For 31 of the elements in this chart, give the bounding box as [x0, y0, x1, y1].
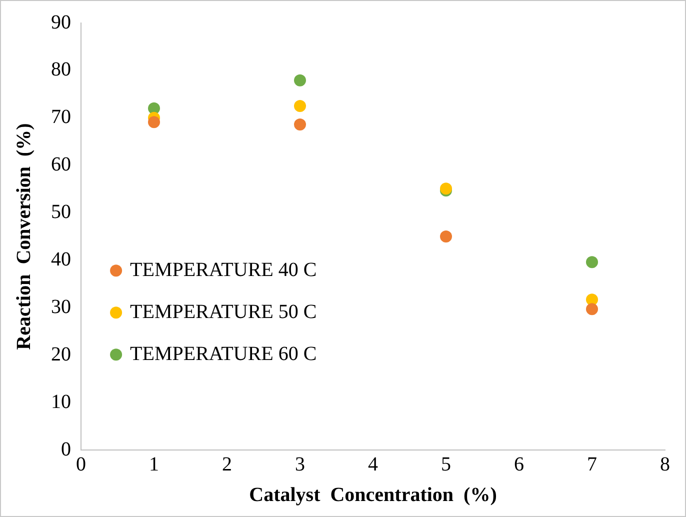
- y-tick-label: 70: [51, 106, 71, 128]
- legend-label: TEMPERATURE 60 C: [130, 342, 317, 365]
- legend-label: TEMPERATURE 50 C: [130, 300, 317, 323]
- x-tick-label: 5: [441, 453, 451, 476]
- point: [586, 303, 598, 316]
- y-tick-label: 10: [51, 390, 71, 413]
- y-tick-label: 40: [51, 248, 71, 270]
- y-tick-label: 80: [51, 58, 71, 81]
- y-tick-label: 50: [51, 201, 71, 224]
- x-tick-label: 4: [368, 453, 378, 476]
- y-axis-title: Reaction Conversion (%): [13, 123, 36, 350]
- point: [586, 256, 598, 268]
- y-tick-label: 20: [51, 343, 71, 366]
- y-tick-label: 60: [51, 154, 71, 176]
- legend-label: TEMPERATURE 40 C: [130, 258, 317, 281]
- point: [148, 116, 160, 128]
- x-tick-label: 8: [660, 453, 670, 476]
- x-tick-label: 1: [149, 453, 159, 476]
- x-tick-label: 6: [514, 453, 524, 476]
- x-tick-label: 3: [295, 453, 305, 476]
- point: [294, 74, 306, 86]
- y-tick-label: 0: [61, 438, 71, 460]
- x-tick-label: 0: [76, 453, 86, 476]
- x-tick-label: 2: [222, 453, 232, 476]
- x-tick-label: 7: [587, 453, 597, 476]
- point: [440, 230, 452, 242]
- y-tick-label: 90: [51, 11, 71, 34]
- y-tick-label: 30: [51, 296, 71, 318]
- point: [294, 118, 306, 131]
- x-axis-title: Catalyst Concentration (%): [249, 484, 497, 506]
- point: [294, 100, 306, 112]
